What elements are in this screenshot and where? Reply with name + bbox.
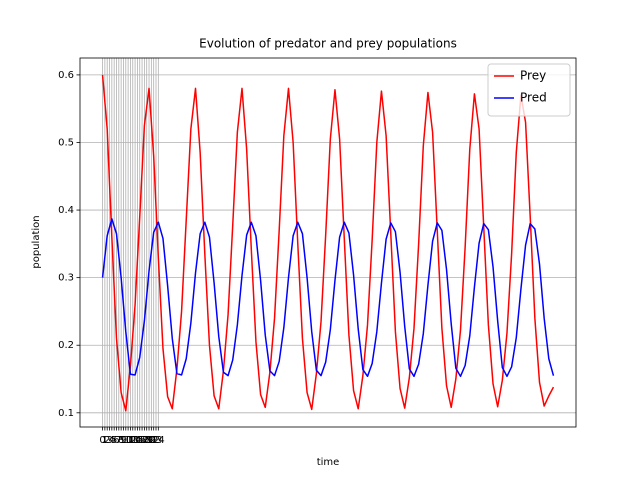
x-tick-label: 8 [118,435,124,446]
x-tick-label: 19 [140,435,153,446]
legend: Prey Pred [487,63,571,117]
x-tick-label: 4 [109,435,115,446]
x-tick-label: 3 [106,435,112,446]
x-tick-label: 16 [133,435,146,446]
chart-title: Evolution of predator and prey populatio… [199,37,457,51]
x-tick-label: 10 [119,435,132,446]
y-tick-label: 0.4 [58,205,74,216]
x-tick-label: 0 [99,435,105,446]
line-series [101,218,555,378]
x-axis-label: time [317,457,340,468]
x-tick-label: 17 [136,435,149,446]
y-axis-label: population [31,215,42,268]
y-tick-label: 0.3 [58,273,74,284]
x-tick-label: 15 [131,435,144,446]
y-tick-label: 0.6 [58,70,74,81]
x-tick-label: 7 [116,435,122,446]
x-tick-label: 12 [124,435,137,446]
y-tick-label: 0.5 [58,137,74,148]
x-tick-label: 2 [104,435,110,446]
x-tick-label: 20 [143,435,156,446]
x-tick-label: 14 [129,435,142,446]
x-tick-label: 11 [122,435,135,446]
y-tick-label: 0.2 [58,340,74,351]
legend-label: Pred [520,91,547,105]
axes-frame [79,57,577,428]
x-tick-label: 23 [150,435,163,446]
legend-label: Prey [520,69,546,83]
legend-box [487,63,571,117]
x-tick-label: 5 [111,435,117,446]
line-series [101,74,555,412]
y-tick-label: 0.1 [58,408,74,419]
x-tick-label: 6 [113,435,119,446]
x-tick-label: 24 [152,435,165,446]
x-tick-label: 1 [102,435,108,446]
x-tick-label: 18 [138,435,151,446]
x-tick-label: 21 [145,435,158,446]
x-tick-label: 9 [120,435,126,446]
x-tick-label: 22 [147,435,160,446]
x-tick-label: 13 [126,435,139,446]
